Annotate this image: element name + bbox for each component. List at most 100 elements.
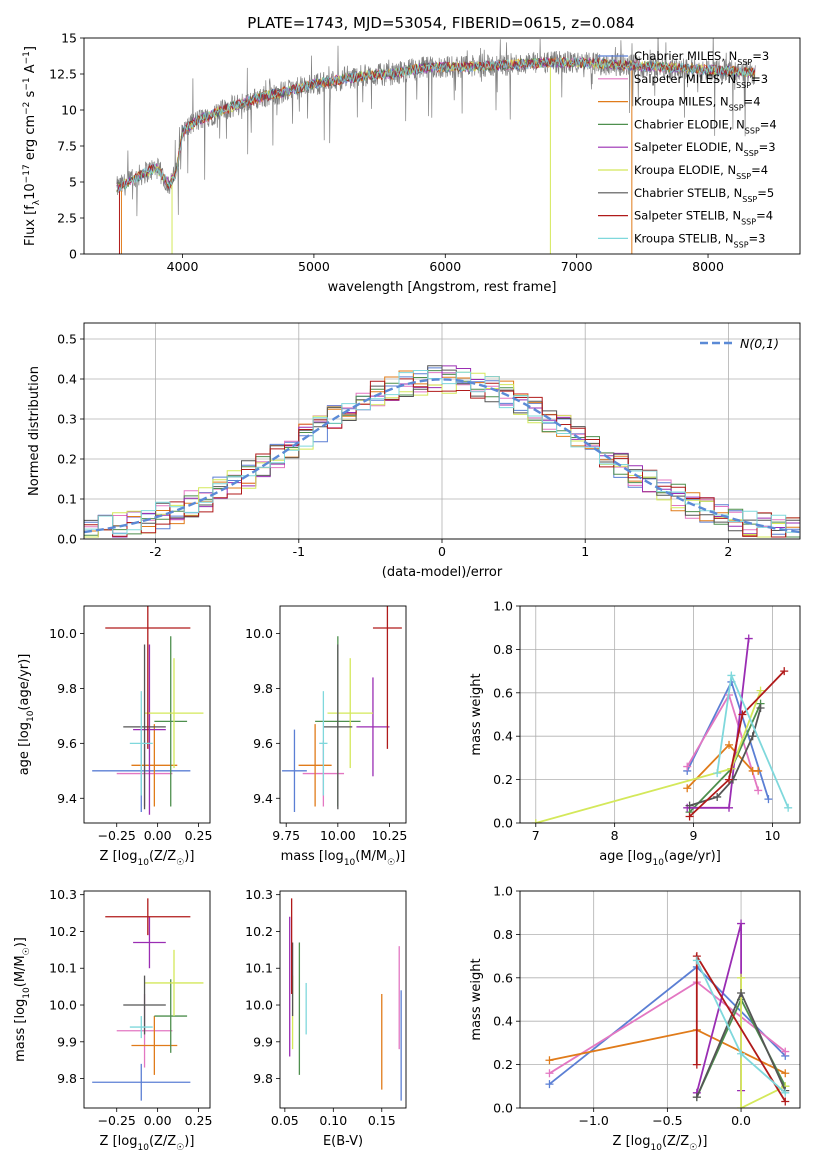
x-tick-label: 10.25	[372, 828, 408, 843]
y-tick-label: 0.1	[57, 492, 77, 507]
x-tick-label: −0.25	[98, 828, 136, 843]
y-axis-label: age [log10(age/yr)]	[17, 654, 36, 776]
x-axis-label: mass [log10(M/M☉)]	[281, 849, 406, 868]
x-tick-label: 0.00	[144, 1113, 172, 1128]
plot-area-mass-vs-Z	[92, 898, 204, 1101]
legend-nssp: 3	[758, 231, 765, 245]
errorbar-point	[131, 1016, 178, 1075]
x-tick-label: −0.5	[652, 1113, 682, 1128]
x-tick-label: 5000	[298, 259, 330, 274]
errorbar-point	[105, 606, 191, 749]
y-tick-label: 0.8	[493, 642, 513, 657]
y-tick-label: 0.4	[493, 1014, 513, 1029]
legend-series-name: Kroupa STELIB	[634, 231, 718, 245]
mass-weight-series	[683, 740, 763, 793]
errorbar-point	[129, 1016, 153, 1039]
legend-label: Salpeter MILES, NSSP=3	[634, 72, 768, 90]
y-tick-label: 9.6	[57, 736, 77, 751]
x-axis-label: E(B-V)	[323, 1134, 363, 1149]
figure-title: PLATE=1743, MJD=53054, FIBERID=0615, z=0…	[247, 14, 634, 32]
gaussian-reference-curve	[84, 378, 800, 534]
panel-mass-vs-EBV: 0.05 0.10 0.15 9.8 9.9 10.0 10.1 10.2 10.3 E(B-V)	[245, 887, 407, 1149]
y-tick-label: 9.8	[253, 681, 273, 696]
legend-label: Kroupa STELIB, NSSP=3	[634, 231, 766, 249]
y-tick-label: 9.8	[57, 681, 77, 696]
series-marker	[781, 1047, 790, 1056]
x-axis-label: Z [log10(Z/Z☉)]	[100, 1134, 195, 1153]
series-marker	[713, 792, 722, 801]
y-tick-label: 10.2	[245, 924, 273, 939]
errorbar-point	[123, 644, 166, 810]
x-tick-label: −0.25	[98, 1113, 136, 1128]
y-tick-label: 10.1	[49, 961, 77, 976]
y-tick-label: 5	[69, 175, 77, 190]
spectrum-legend: Chabrier MILES, NSSP=3 Salpeter MILES, NS…	[598, 49, 777, 249]
x-tick-label: 6000	[429, 259, 461, 274]
series-marker	[780, 667, 789, 676]
series-marker	[781, 1069, 790, 1078]
x-tick-label: 9.75	[272, 828, 300, 843]
series-marker	[685, 812, 694, 821]
y-tick-label: 0.0	[57, 532, 77, 547]
panel-residuals: -2 -1 0 1 2 0.0 0.1 0.2 0.3 0.4 0.5 (data-model)/er…	[27, 322, 801, 580]
series-marker	[685, 801, 694, 810]
y-tick-label: 9.6	[253, 736, 273, 751]
legend-nssp: 4	[769, 117, 776, 131]
y-tick-label: 9.9	[57, 1034, 77, 1049]
axes-frame	[83, 605, 211, 824]
panel-age-vs-Z: −0.25 0.00 0.25 9.4 9.6 9.8 10.0 Z [log10(Z/Z☉)…	[17, 605, 212, 868]
mass-weight-series	[713, 671, 793, 812]
series-line	[688, 670, 785, 818]
series-marker	[781, 1088, 790, 1097]
errorbar-point	[129, 691, 153, 796]
y-tick-label: 0.2	[493, 772, 513, 787]
legend-nssp: 4	[753, 95, 760, 109]
y-tick-label: 2.5	[57, 211, 77, 226]
legend-series-name: Salpeter ELODIE	[634, 140, 728, 154]
errorbar-point	[298, 724, 332, 807]
errorbar-point	[133, 916, 166, 969]
panel-mass-weight-vs-Z: −1.0 −0.5 0.0 0.0 0.2 0.4 0.6 0.8 1.0 Z [log10(Z/…	[469, 884, 801, 1153]
panel-mass-vs-Z: −0.25 0.00 0.25 9.8 9.9 10.0 10.1 10.2 10.3 Z [lo…	[13, 887, 212, 1153]
y-tick-label: 0.4	[57, 372, 77, 387]
y-tick-label: 0.6	[493, 685, 513, 700]
y-tick-label: 0.4	[493, 729, 513, 744]
x-tick-label: 10.00	[320, 828, 356, 843]
x-tick-label: 8000	[692, 259, 724, 274]
y-tick-label: 9.9	[253, 1034, 273, 1049]
series-marker	[737, 1049, 746, 1058]
legend-label: Chabrier ELODIE, NSSP=4	[634, 117, 777, 135]
y-axis-label: mass weight	[469, 958, 484, 1040]
errorbar-point	[123, 975, 166, 1035]
y-tick-label: 1.0	[493, 884, 513, 899]
x-tick-label: 0.25	[185, 1113, 213, 1128]
axes-frame	[519, 605, 801, 824]
errorbar-point	[105, 898, 191, 936]
series-marker	[713, 769, 722, 778]
x-tick-label: -1	[293, 544, 305, 559]
series-marker	[545, 1069, 554, 1078]
y-tick-label: 0.0	[493, 816, 513, 831]
legend-label: Kroupa ELODIE, NSSP=4	[634, 163, 768, 181]
series-marker	[754, 786, 763, 795]
x-tick-label: 9	[690, 828, 698, 843]
series-marker	[692, 956, 701, 965]
y-tick-label: 0	[69, 247, 77, 262]
y-tick-label: 0.3	[57, 412, 77, 427]
errorbar-point	[154, 636, 188, 807]
axes-frame	[83, 37, 801, 255]
series-marker	[683, 762, 692, 771]
series-marker	[754, 766, 763, 775]
y-tick-label: 9.8	[57, 1071, 77, 1086]
errorbar-point	[372, 606, 402, 749]
y-tick-label: 1.0	[493, 599, 513, 614]
series-marker	[744, 634, 753, 643]
x-axis-label: Z [log10(Z/Z☉)]	[100, 849, 195, 868]
x-tick-label: 0	[438, 544, 446, 559]
legend-nssp: 3	[761, 72, 768, 86]
x-axis-label: wavelength [Angstrom, rest frame]	[328, 280, 557, 295]
legend-label: Salpeter ELODIE, NSSP=3	[634, 140, 776, 158]
residual-histogram	[84, 378, 800, 539]
y-tick-label: 12.5	[49, 67, 77, 82]
axes-frame	[279, 605, 407, 824]
